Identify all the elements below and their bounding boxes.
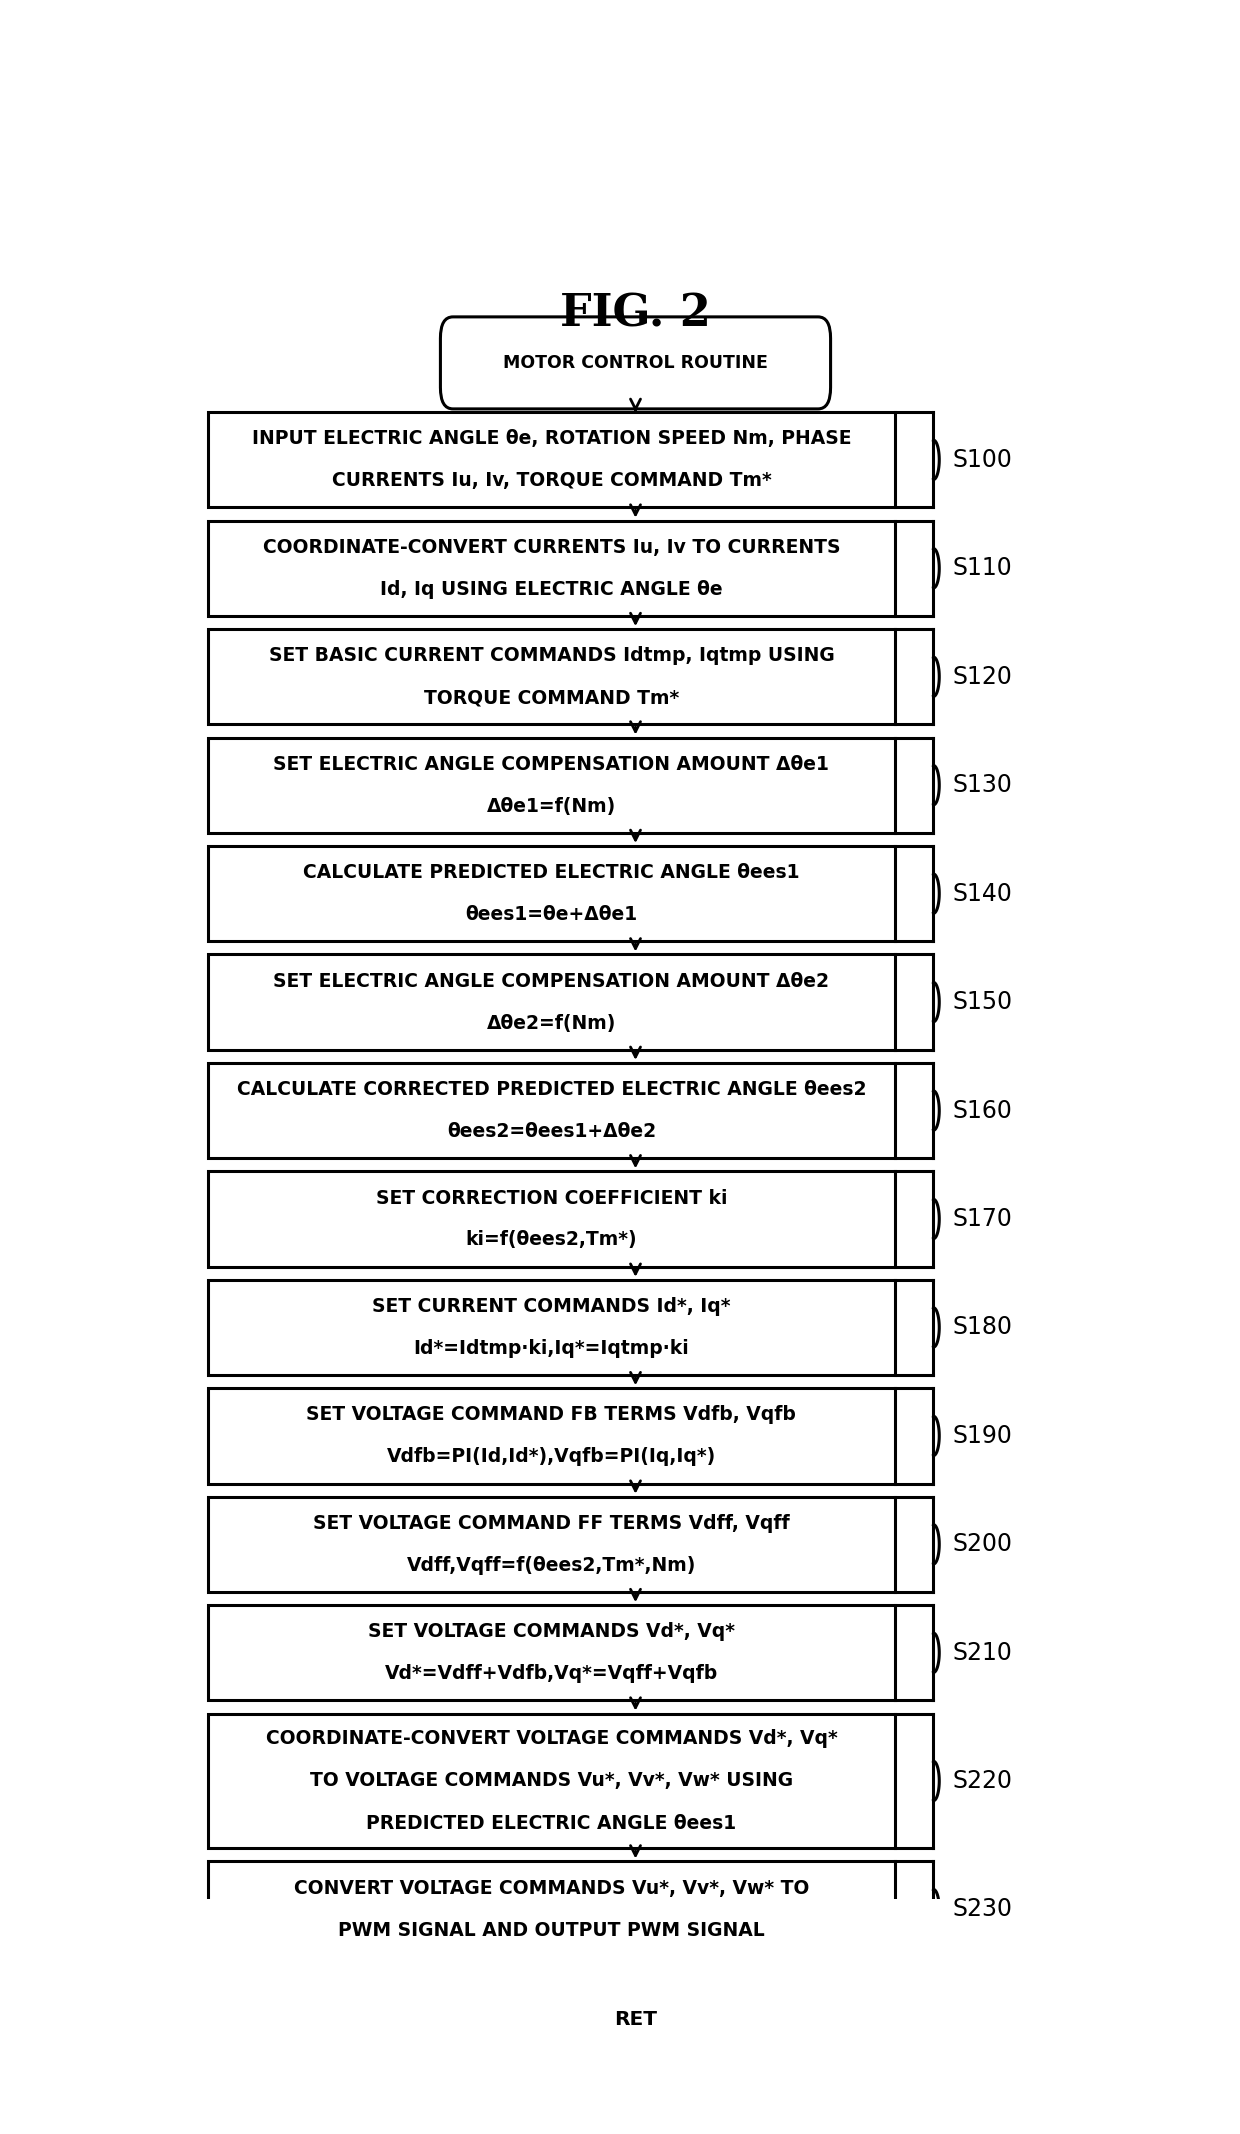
Text: S160: S160 — [952, 1099, 1013, 1122]
Text: SET ELECTRIC ANGLE COMPENSATION AMOUNT Δθe1: SET ELECTRIC ANGLE COMPENSATION AMOUNT Δ… — [274, 755, 830, 775]
Bar — [208, 845, 895, 941]
Text: SET BASIC CURRENT COMMANDS Idtmp, Iqtmp USING: SET BASIC CURRENT COMMANDS Idtmp, Iqtmp … — [269, 647, 835, 666]
Text: Id*=Idtmp·ki,Iq*=Iqtmp·ki: Id*=Idtmp·ki,Iq*=Iqtmp·ki — [413, 1338, 689, 1357]
Bar — [208, 1280, 895, 1374]
Text: Δθe2=f(Nm): Δθe2=f(Nm) — [487, 1014, 616, 1033]
Text: MOTOR CONTROL ROUTINE: MOTOR CONTROL ROUTINE — [503, 354, 768, 371]
Bar — [208, 1063, 895, 1159]
Text: Δθe1=f(Nm): Δθe1=f(Nm) — [487, 796, 616, 815]
Bar — [208, 630, 895, 723]
Text: Vdfb=PI(Id,Id*),Vqfb=PI(Iq,Iq*): Vdfb=PI(Id,Id*),Vqfb=PI(Iq,Iq*) — [387, 1447, 715, 1466]
Text: Vdff,Vqff=f(θees2,Tm*,Nm): Vdff,Vqff=f(θees2,Tm*,Nm) — [407, 1556, 696, 1575]
Bar — [208, 1605, 895, 1701]
Bar — [208, 1172, 895, 1268]
Text: COORDINATE-CONVERT VOLTAGE COMMANDS Vd*, Vq*: COORDINATE-CONVERT VOLTAGE COMMANDS Vd*,… — [265, 1729, 837, 1748]
Text: CALCULATE PREDICTED ELECTRIC ANGLE θees1: CALCULATE PREDICTED ELECTRIC ANGLE θees1 — [303, 862, 800, 881]
Bar — [208, 954, 895, 1050]
Bar — [208, 521, 895, 617]
Bar — [208, 1861, 895, 1957]
Bar — [208, 1496, 895, 1592]
Text: Id, Iq USING ELECTRIC ANGLE θe: Id, Iq USING ELECTRIC ANGLE θe — [381, 580, 723, 600]
Text: SET CORRECTION COEFFICIENT ki: SET CORRECTION COEFFICIENT ki — [376, 1189, 727, 1208]
Text: CONVERT VOLTAGE COMMANDS Vu*, Vv*, Vw* TO: CONVERT VOLTAGE COMMANDS Vu*, Vv*, Vw* T… — [294, 1878, 808, 1897]
Text: S130: S130 — [952, 773, 1013, 798]
Text: SET VOLTAGE COMMAND FB TERMS Vdfb, Vqfb: SET VOLTAGE COMMAND FB TERMS Vdfb, Vqfb — [306, 1406, 796, 1423]
Text: S150: S150 — [952, 990, 1013, 1014]
Text: CALCULATE CORRECTED PREDICTED ELECTRIC ANGLE θees2: CALCULATE CORRECTED PREDICTED ELECTRIC A… — [237, 1080, 867, 1099]
Text: S180: S180 — [952, 1315, 1013, 1340]
Text: PWM SIGNAL AND OUTPUT PWM SIGNAL: PWM SIGNAL AND OUTPUT PWM SIGNAL — [339, 1921, 765, 1940]
Text: CURRENTS Iu, Iv, TORQUE COMMAND Tm*: CURRENTS Iu, Iv, TORQUE COMMAND Tm* — [331, 472, 771, 491]
Text: INPUT ELECTRIC ANGLE θe, ROTATION SPEED Nm, PHASE: INPUT ELECTRIC ANGLE θe, ROTATION SPEED … — [252, 429, 851, 448]
FancyBboxPatch shape — [440, 316, 831, 410]
Text: ki=f(θees2,Tm*): ki=f(θees2,Tm*) — [465, 1231, 637, 1248]
Text: S210: S210 — [952, 1641, 1013, 1665]
Text: θees1=θe+Δθe1: θees1=θe+Δθe1 — [465, 905, 637, 924]
Bar — [208, 1714, 895, 1848]
Text: SET CURRENT COMMANDS Id*, Iq*: SET CURRENT COMMANDS Id*, Iq* — [372, 1297, 730, 1317]
Text: COORDINATE-CONVERT CURRENTS Iu, Iv TO CURRENTS: COORDINATE-CONVERT CURRENTS Iu, Iv TO CU… — [263, 538, 841, 557]
Text: S100: S100 — [952, 448, 1013, 472]
Bar — [208, 1389, 895, 1483]
Text: RET: RET — [614, 2010, 657, 2029]
Text: S140: S140 — [952, 881, 1013, 905]
Bar — [208, 738, 895, 832]
Text: S190: S190 — [952, 1423, 1013, 1447]
Text: S120: S120 — [952, 664, 1013, 689]
Bar — [208, 412, 895, 508]
Text: SET VOLTAGE COMMANDS Vd*, Vq*: SET VOLTAGE COMMANDS Vd*, Vq* — [368, 1622, 735, 1641]
Text: θees2=θees1+Δθe2: θees2=θees1+Δθe2 — [446, 1122, 656, 1142]
Text: S110: S110 — [952, 557, 1012, 580]
Text: Vd*=Vdff+Vdfb,Vq*=Vqff+Vqfb: Vd*=Vdff+Vdfb,Vq*=Vqff+Vqfb — [384, 1665, 718, 1684]
FancyBboxPatch shape — [537, 1976, 734, 2061]
Text: S200: S200 — [952, 1532, 1013, 1556]
Text: S230: S230 — [952, 1897, 1013, 1921]
Text: SET ELECTRIC ANGLE COMPENSATION AMOUNT Δθe2: SET ELECTRIC ANGLE COMPENSATION AMOUNT Δ… — [273, 971, 830, 990]
Text: S220: S220 — [952, 1769, 1013, 1793]
Text: S170: S170 — [952, 1208, 1013, 1231]
Text: SET VOLTAGE COMMAND FF TERMS Vdff, Vqff: SET VOLTAGE COMMAND FF TERMS Vdff, Vqff — [312, 1513, 790, 1532]
Text: TO VOLTAGE COMMANDS Vu*, Vv*, Vw* USING: TO VOLTAGE COMMANDS Vu*, Vv*, Vw* USING — [310, 1771, 792, 1790]
Text: TORQUE COMMAND Tm*: TORQUE COMMAND Tm* — [424, 687, 680, 706]
Text: FIG. 2: FIG. 2 — [560, 292, 711, 335]
Text: PREDICTED ELECTRIC ANGLE θees1: PREDICTED ELECTRIC ANGLE θees1 — [366, 1814, 737, 1833]
